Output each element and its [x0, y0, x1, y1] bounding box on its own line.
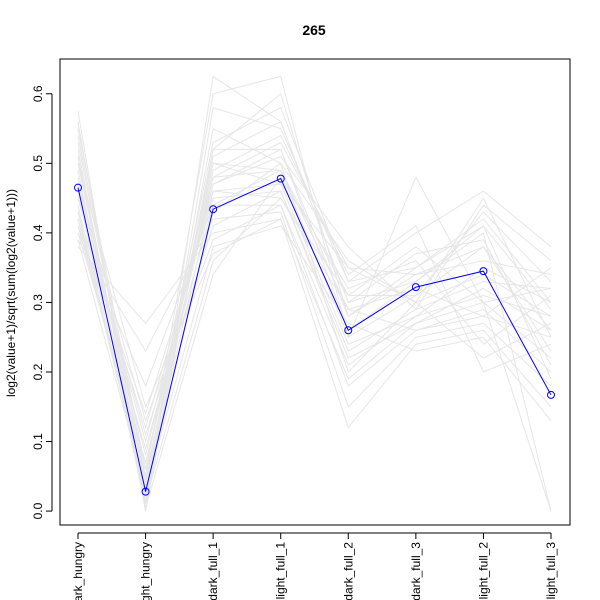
series-line-background [77, 169, 552, 477]
series-line-background [77, 190, 552, 437]
series-line-background [77, 75, 552, 512]
x-tick-label: dark_full_2 [341, 542, 355, 600]
x-axis: dark_hungry light_hungry dark_full_1 light_… [71, 532, 558, 600]
series-line-background [77, 92, 552, 512]
y-axis: 0.0 0.1 0.2 0.3 0.4 0.5 0.6 [31, 85, 53, 519]
x-tick-label: light_full_2 [476, 542, 490, 600]
series-line-background [77, 120, 552, 480]
series-line-background [77, 176, 552, 508]
chart-title: 265 [302, 22, 326, 38]
y-tick-label: 0.0 [31, 502, 45, 519]
series-line-background [77, 134, 552, 487]
data-point-dark_hungry [74, 183, 82, 192]
x-tick-label: dark_full_3 [409, 542, 423, 600]
data-point-light_full_2 [479, 267, 488, 276]
series-line-background [77, 204, 552, 388]
series-line-background [77, 75, 552, 512]
data-point-dark_full_1 [209, 205, 218, 214]
series-layer [77, 75, 552, 512]
series-line-highlight [77, 177, 552, 492]
plot-frame [59, 58, 571, 526]
series-line-background [77, 107, 552, 470]
highlight-layer [74, 174, 555, 496]
series-line-background [77, 184, 552, 423]
x-tick-label: light_hungry [139, 542, 153, 600]
y-tick-label: 0.1 [31, 433, 45, 450]
y-tick-label: 0.3 [31, 294, 45, 311]
y-axis-label: log2(value+1)/sqrt(sum(log2(value+1))) [4, 189, 18, 397]
series-line-background [77, 190, 552, 491]
x-tick-label: light_full_1 [274, 542, 288, 600]
series-line-background [77, 218, 552, 429]
x-tick-label: light_full_3 [544, 542, 558, 600]
x-tick-label: dark_hungry [71, 542, 85, 600]
x-tick-label: dark_full_1 [206, 542, 220, 600]
data-point-dark_full_2 [344, 326, 353, 335]
series-line-background [77, 148, 552, 484]
data-point-light_full_3 [547, 390, 555, 399]
data-point-light_hungry [141, 487, 150, 496]
data-point-dark_full_3 [411, 283, 420, 292]
data-point-light_full_1 [276, 174, 285, 183]
series-line-background [77, 163, 552, 409]
y-tick-label: 0.5 [31, 155, 45, 172]
series-line-background [77, 211, 552, 408]
y-tick-label: 0.4 [31, 224, 45, 241]
series-line-background [77, 183, 552, 430]
series-line-background [77, 107, 552, 505]
series-line-background [77, 190, 552, 416]
y-tick-label: 0.6 [31, 85, 45, 102]
y-tick-label: 0.2 [31, 363, 45, 380]
